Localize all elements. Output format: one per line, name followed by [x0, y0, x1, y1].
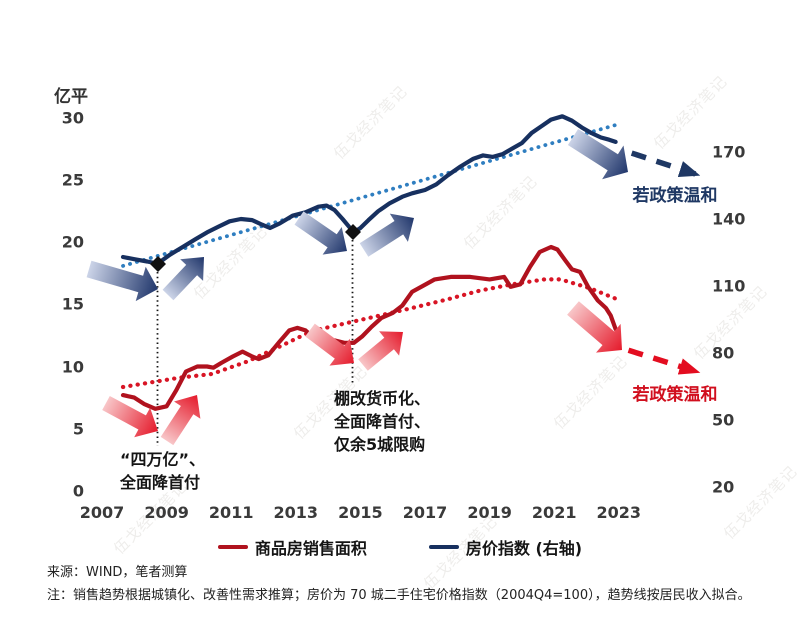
red-block-arrow [358, 331, 403, 371]
axis-tick: 2017 [402, 503, 448, 522]
axis-tick: 50 [712, 410, 735, 430]
blue-block-arrow [567, 129, 628, 180]
annotation-2015-shantytown: 棚改货币化、 全面降首付、 仅余5城限购 [334, 389, 431, 454]
event-vlines [156, 240, 354, 446]
axis-tick: 140 [712, 209, 746, 229]
axis-tick: 80 [712, 343, 735, 363]
axis-tick: 2013 [273, 503, 319, 522]
price-index-line [120, 114, 618, 266]
axis-tick: 5 [72, 419, 84, 439]
policy-moderate-label-price: 若政策温和 [632, 186, 718, 206]
blue-block-arrow [294, 211, 347, 255]
sales-trend-dotted-line [120, 277, 620, 390]
method-note: 注：销售趋势根据城镇化、改善性需求推算；房价为 70 城二手住宅价格指数（200… [47, 588, 751, 603]
axis-tick: 15 [61, 294, 84, 314]
price-trend-dotted-line [121, 122, 621, 268]
axis-tick: 2023 [596, 503, 642, 522]
policy-moderate-label-sales: 若政策温和 [632, 385, 718, 405]
axis-tick: 2009 [144, 503, 189, 522]
blue-block-arrow [86, 260, 158, 302]
watermark-text: 伍戈经济笔记 [460, 172, 541, 253]
event-diamond-markers [150, 224, 361, 272]
red-block-arrow [305, 323, 354, 366]
axis-tick: 2007 [79, 503, 125, 522]
watermark-text: 伍戈经济笔记 [650, 72, 731, 153]
legend-item-sales: 商品房销售面积 [217, 535, 367, 559]
axis-tick: 25 [61, 170, 84, 190]
axis-tick: 20 [61, 232, 84, 252]
legend-item-price: 房价指数 (右轴) [428, 535, 583, 559]
watermark-text: 伍戈经济笔记 [330, 82, 411, 163]
axis-tick: 2011 [208, 503, 254, 522]
axis-tick: 170 [712, 142, 746, 162]
axis-tick: 20 [712, 477, 735, 497]
axis-tick: 10 [61, 357, 84, 376]
red-block-arrow [102, 396, 158, 438]
legend-swatch-sales [217, 544, 248, 550]
watermark-text: 伍戈经济笔记 [720, 462, 800, 543]
block-arrows [86, 129, 628, 446]
diamond-marker [150, 256, 166, 272]
axis-tick: 0 [72, 481, 84, 501]
legend-label-price: 房价指数 (右轴) [465, 539, 583, 558]
left-axis-unit-label: 亿平 [54, 87, 88, 107]
source-note: 来源：WIND，笔者测算 [47, 565, 188, 580]
sales-area-line [120, 244, 618, 411]
legend-label-sales: 商品房销售面积 [254, 539, 367, 558]
annotation-2009-stimulus: “四万亿”、 全面降首付 [120, 450, 206, 492]
axis-tick: 2019 [467, 503, 512, 522]
blue-block-arrow [162, 257, 204, 301]
blue-block-arrow [359, 213, 414, 257]
price-projection-dashed-arrow [630, 150, 701, 178]
legend: 商品房销售面积 房价指数 (右轴) [0, 535, 800, 559]
red-block-arrow [567, 301, 622, 353]
axis-tick: 2015 [338, 503, 383, 522]
legend-swatch-price [428, 544, 459, 550]
diamond-marker [345, 224, 361, 240]
sales-projection-dashed-arrow [627, 347, 701, 375]
axis-tick: 2021 [531, 503, 577, 522]
red-block-arrow [160, 395, 201, 446]
axis-tick: 110 [712, 276, 746, 296]
axis-tick: 30 [61, 108, 84, 127]
